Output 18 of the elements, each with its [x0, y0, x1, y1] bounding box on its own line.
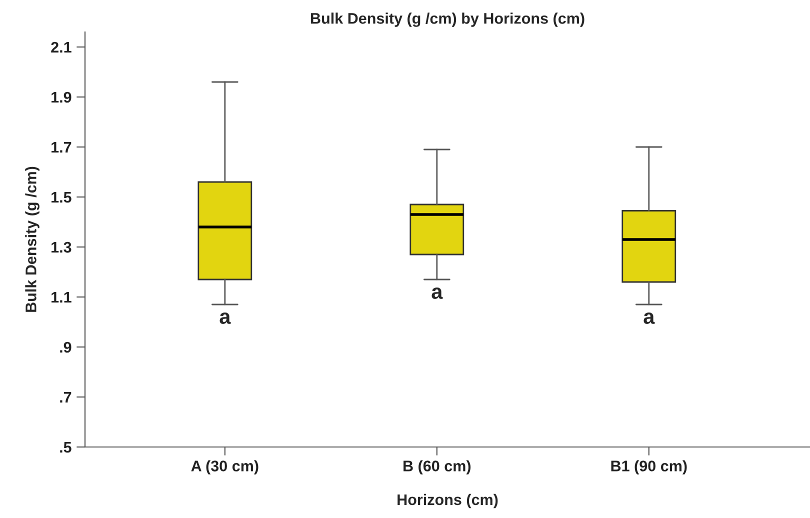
y-tick-label: 1.9	[52, 92, 72, 103]
y-tick-label: 1.7	[52, 142, 72, 153]
y-tick-label: 1.3	[52, 242, 72, 253]
y-tick-label: 2.1	[51, 42, 72, 53]
x-tick-label: B (60 cm)	[404, 460, 471, 474]
y-tick-label: .9	[60, 342, 72, 353]
y-tick-label: 1.5	[52, 192, 72, 203]
y-tick-label: .7	[60, 392, 72, 403]
y-tick-label: .5	[60, 442, 72, 453]
annotation: a	[220, 312, 231, 324]
x-tick-label: A (30 cm)	[191, 460, 258, 474]
y-axis-title: Bulk Density (g /cm)	[25, 166, 40, 312]
y-tick-label: 1.1	[52, 292, 72, 303]
x-axis-title: Horizons (cm)	[398, 494, 498, 508]
x-tick-label: B1 (90 cm)	[611, 460, 687, 474]
annotation: a	[432, 288, 443, 299]
chart-title: Bulk Density (g /cm) by Horizons (cm)	[311, 12, 584, 27]
annotation: a	[644, 312, 655, 324]
